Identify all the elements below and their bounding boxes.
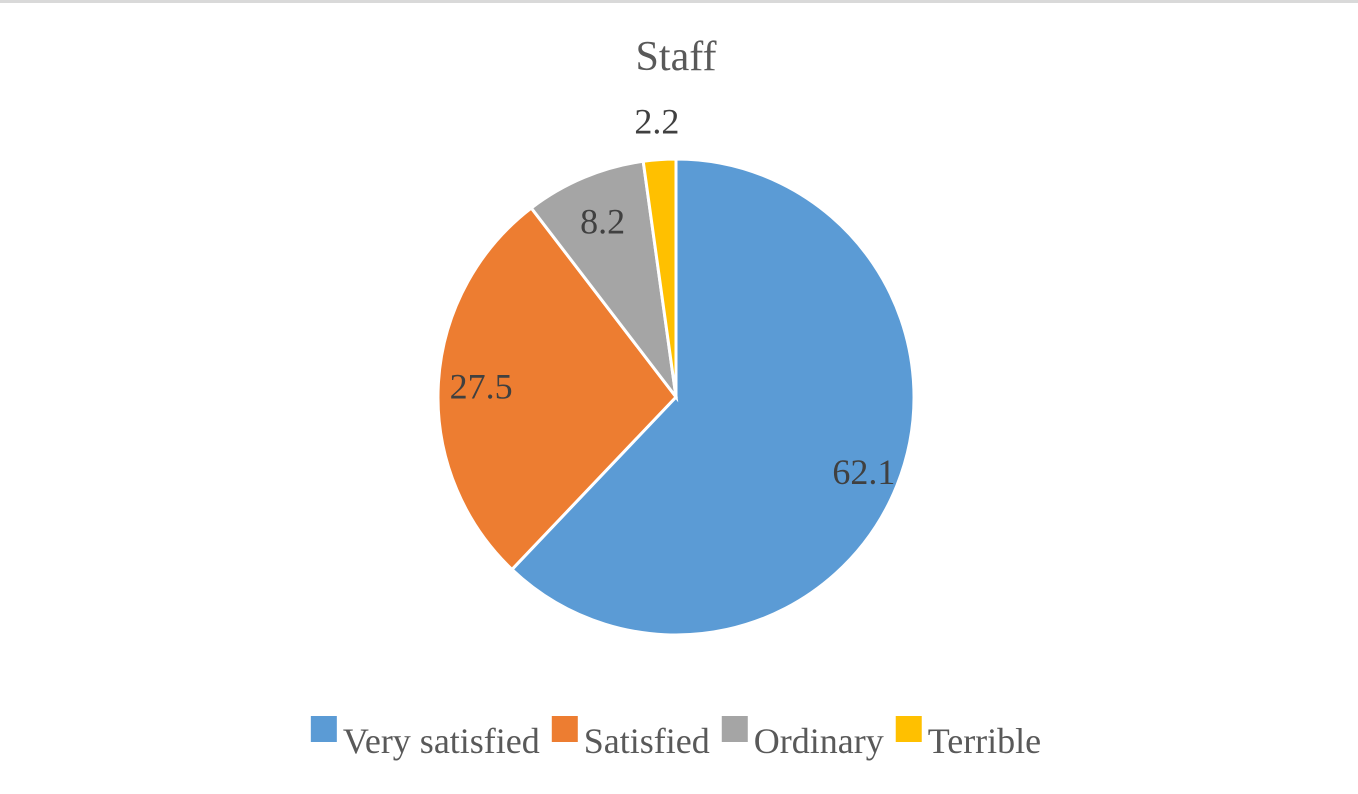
pie-slice-ordinary [529, 159, 679, 403]
pie-slice-very-satisfied [509, 157, 916, 637]
legend-swatch-satisfied [551, 716, 578, 742]
legend-label-satisfied: Satisfied [584, 721, 710, 761]
legend-swatch-terrible [895, 716, 922, 742]
legend-swatch-very-satisfied [310, 716, 337, 742]
chart-frame-top-border [0, 0, 1358, 3]
data-label-ordinary: 8.2 [580, 201, 625, 241]
pie-slice-terrible [641, 157, 678, 398]
data-label-satisfied: 27.5 [450, 367, 513, 407]
pie-data-labels: 62.1 27.5 8.2 2.2 [450, 102, 896, 492]
data-label-terrible: 2.2 [634, 102, 679, 142]
legend-swatch-ordinary [721, 716, 748, 742]
pie-slices [436, 157, 916, 637]
chart-title: Staff [636, 34, 717, 80]
pie-slice-satisfied [436, 205, 678, 572]
data-label-very-satisfied: 62.1 [832, 452, 895, 492]
legend-label-very-satisfied: Very satisfied [343, 721, 540, 761]
legend: Very satisfied Satisfied Ordinary Terrible [310, 716, 1041, 761]
legend-label-terrible: Terrible [928, 721, 1041, 761]
legend-label-ordinary: Ordinary [754, 721, 884, 761]
